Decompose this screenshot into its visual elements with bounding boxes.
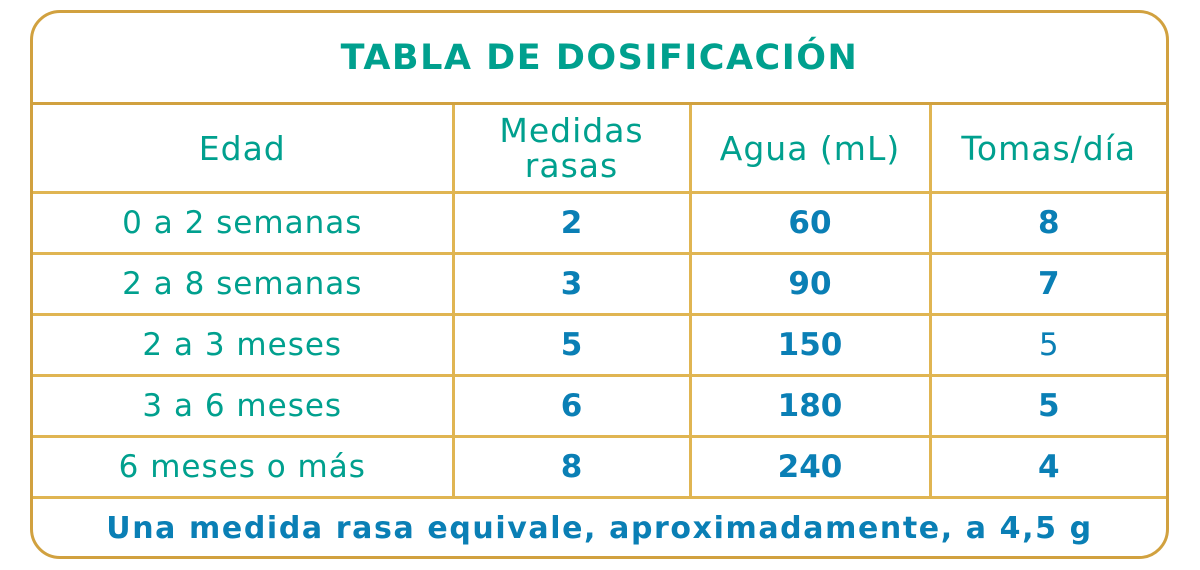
table-row: 0 a 2 semanas 2 60 8 xyxy=(33,191,1166,255)
cell-water: 150 xyxy=(688,313,932,377)
header-water: Agua (mL) xyxy=(688,105,932,194)
table-row: 3 a 6 meses 6 180 5 xyxy=(33,374,1166,438)
cell-age: 0 a 2 semanas xyxy=(33,191,455,255)
cell-measures: 6 xyxy=(451,374,692,438)
header-row: Edad Medidas rasas Agua (mL) Tomas/día xyxy=(33,105,1166,194)
cell-feedings: 5 xyxy=(928,374,1166,438)
table-title: TABLA DE DOSIFICACIÓN xyxy=(33,13,1166,105)
cell-water: 90 xyxy=(688,252,932,316)
cell-water: 60 xyxy=(688,191,932,255)
cell-measures: 8 xyxy=(451,435,692,499)
cell-measures: 5 xyxy=(451,313,692,377)
cell-water: 240 xyxy=(688,435,932,499)
cell-feedings: 8 xyxy=(928,191,1166,255)
header-feedings: Tomas/día xyxy=(928,105,1166,194)
cell-age: 2 a 8 semanas xyxy=(33,252,455,316)
table-row: 6 meses o más 8 240 4 xyxy=(33,435,1166,499)
footnote: Una medida rasa equivale, aproximadament… xyxy=(106,510,1093,546)
cell-measures: 3 xyxy=(451,252,692,316)
cell-feedings: 7 xyxy=(928,252,1166,316)
dosage-table: Edad Medidas rasas Agua (mL) Tomas/día 0… xyxy=(33,105,1166,499)
header-measures: Medidas rasas xyxy=(451,105,692,194)
cell-feedings: 4 xyxy=(928,435,1166,499)
header-age: Edad xyxy=(33,105,455,194)
cell-measures: 2 xyxy=(451,191,692,255)
cell-age: 6 meses o más xyxy=(33,435,455,499)
dosage-table-card: TABLA DE DOSIFICACIÓN Edad Medidas rasas… xyxy=(30,10,1169,559)
cell-age: 2 a 3 meses xyxy=(33,313,455,377)
cell-age: 3 a 6 meses xyxy=(33,374,455,438)
table-row: 2 a 8 semanas 3 90 7 xyxy=(33,252,1166,316)
cell-feedings: 5 xyxy=(928,313,1166,377)
table-row: 2 a 3 meses 5 150 5 xyxy=(33,313,1166,377)
cell-water: 180 xyxy=(688,374,932,438)
